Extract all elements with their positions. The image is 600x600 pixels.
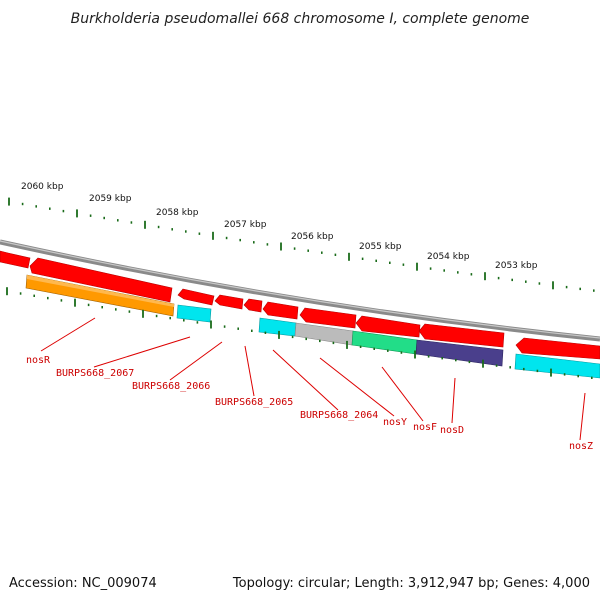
leader-2065 xyxy=(244,345,255,397)
label-leaders xyxy=(40,317,586,441)
gene-arrow-10 xyxy=(515,337,600,360)
kbp-label-2055: 2055 kbp xyxy=(359,242,402,252)
kbp-label-2056: 2056 kbp xyxy=(291,232,334,242)
reverse-strand-genes xyxy=(0,250,600,360)
gene-arrow-2 xyxy=(29,257,173,303)
accession-text: Accession: NC_009074 xyxy=(9,576,157,591)
leader-nosY xyxy=(319,357,395,417)
gene-arrow-1 xyxy=(0,250,31,269)
gene-label-nosZ: nosZ xyxy=(569,441,593,452)
kbp-label-2053: 2053 kbp xyxy=(495,261,538,271)
gene-arrow-7 xyxy=(299,307,357,329)
inner-ticks xyxy=(6,287,593,379)
kbp-label-2058: 2058 kbp xyxy=(156,208,199,218)
leader-2064 xyxy=(272,349,339,411)
bar-cyan-1 xyxy=(176,304,212,323)
gene-arrow-3 xyxy=(177,288,215,306)
chromosome-backbone xyxy=(0,239,600,342)
gene-label-burps668-2067: BURPS668_2067 xyxy=(56,368,134,379)
leader-nosD xyxy=(451,377,456,424)
gene-labels: nosR BURPS668_2067 BURPS668_2066 BURPS66… xyxy=(26,355,593,452)
scale-ticks xyxy=(8,197,595,292)
kbp-label-2059: 2059 kbp xyxy=(89,194,132,204)
chromosome-backbone-highlight xyxy=(0,240,600,339)
annotation-bars xyxy=(25,274,600,379)
gene-label-nosR: nosR xyxy=(26,355,51,366)
gene-label-nosD: nosD xyxy=(440,425,464,436)
bar-purple xyxy=(415,339,504,367)
bar-cyan-3 xyxy=(514,353,600,379)
scale-labels: 2060 kbp 2059 kbp 2058 kbp 2057 kbp 2056… xyxy=(21,182,538,271)
gene-label-burps668-2064: BURPS668_2064 xyxy=(300,410,378,421)
gene-label-nosF: nosF xyxy=(413,422,437,433)
map-title: Burkholderia pseudomallei 668 chromosome… xyxy=(71,11,530,27)
gene-arrow-4 xyxy=(214,294,244,310)
gene-arrow-9 xyxy=(418,323,505,348)
leader-nosZ xyxy=(579,392,586,441)
leader-nosR xyxy=(40,317,96,352)
leader-2066 xyxy=(169,341,223,381)
gene-label-burps668-2066: BURPS668_2066 xyxy=(132,381,210,392)
gene-arrow-5 xyxy=(243,298,263,313)
gene-arrow-6 xyxy=(262,301,299,320)
kbp-label-2057: 2057 kbp xyxy=(224,220,267,230)
gene-arrow-8 xyxy=(355,315,421,338)
leader-2067 xyxy=(93,336,191,368)
gene-label-nosY: nosY xyxy=(383,417,407,428)
bar-cyan-2 xyxy=(258,317,297,337)
bar-orange-shade xyxy=(27,275,174,307)
topology-summary: Topology: circular; Length: 3,912,947 bp… xyxy=(232,576,590,591)
gene-label-burps668-2065: BURPS668_2065 xyxy=(215,397,293,408)
kbp-label-2054: 2054 kbp xyxy=(427,252,470,262)
leader-nosF xyxy=(381,366,424,422)
kbp-label-2060: 2060 kbp xyxy=(21,182,64,192)
